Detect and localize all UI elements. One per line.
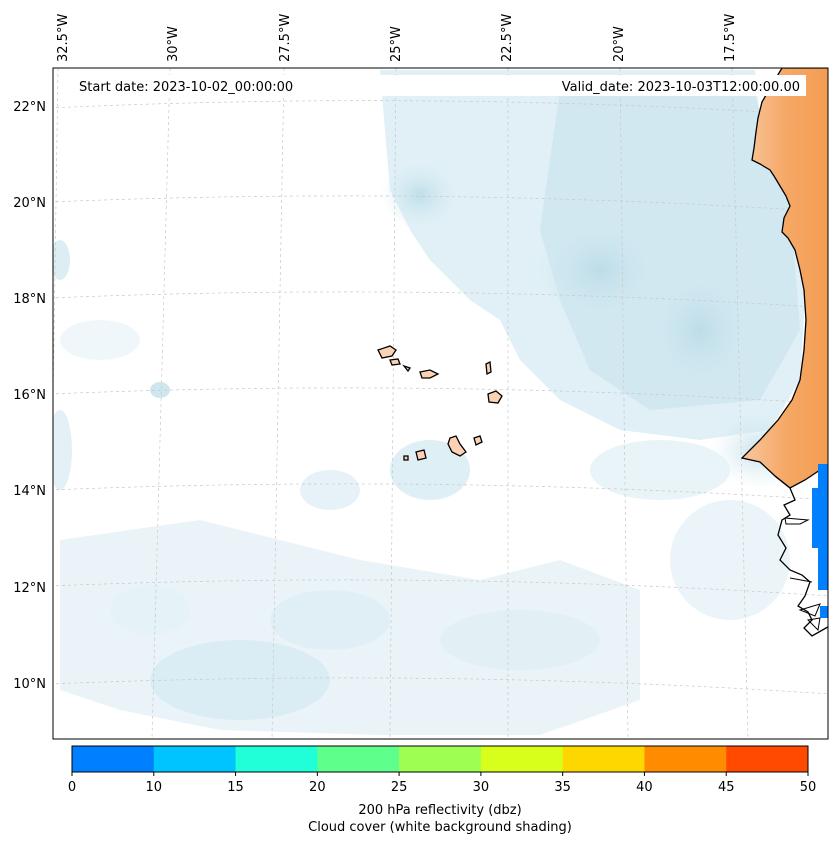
reflectivity-band (820, 606, 828, 618)
lat-label: 20°N (13, 196, 46, 211)
island-santiago (447, 435, 467, 457)
colorbar-swatch (726, 746, 809, 772)
lon-label: 30°W (166, 26, 181, 62)
colorbar-tick-label: 50 (800, 780, 817, 795)
colorbar-swatch (480, 746, 564, 772)
senegal-coast (774, 475, 828, 637)
lat-label: 18°N (13, 292, 46, 307)
cape-verde-islands (377, 345, 503, 461)
valid-date-label: Valid_date: 2023-10-03T12:00:00.00 (562, 80, 800, 95)
colorbar-swatch (72, 746, 155, 772)
island-boa-vista (487, 390, 503, 404)
longitude-labels: 32.5°W 30°W 27.5°W 25°W 22.5°W 20°W 17.5… (56, 14, 738, 62)
bijagos-island (806, 617, 821, 632)
lon-label: 20°W (612, 26, 627, 62)
colorbar-tick-label: 20 (309, 780, 326, 795)
graticule (53, 68, 828, 739)
island-sal (485, 360, 492, 376)
lon-label: 32.5°W (56, 14, 71, 62)
island-fogo (415, 449, 427, 461)
colorbar-swatch (399, 746, 482, 772)
colorbar-tick-label: 15 (227, 780, 244, 795)
island-sao-nicolau (419, 369, 440, 379)
info-box (66, 75, 806, 96)
casamance-river (789, 577, 813, 583)
lat-label: 12°N (13, 581, 46, 596)
colorbar-tick-label: 30 (473, 780, 490, 795)
colorbar-tick-label: 0 (68, 780, 76, 795)
colorbar-swatch (153, 746, 237, 772)
colorbar-sublabel: Cloud cover (white background shading) (308, 820, 572, 835)
latitude-labels: 22°N 20°N 18°N 16°N 14°N 12°N 10°N (13, 100, 46, 692)
colorbar-tick-label: 35 (554, 780, 571, 795)
colorbar-ticks: 0 10 15 20 25 30 35 40 45 50 (68, 772, 816, 795)
colorbar-frame (71, 745, 809, 773)
colorbar-swatches (72, 746, 809, 772)
start-date-label: Start date: 2023-10-02_00:00:00 (79, 80, 293, 95)
island-santo-antao (377, 345, 397, 359)
gambia-river (784, 517, 810, 525)
lon-label: 22.5°W (500, 14, 515, 62)
colorbar-tick-label: 25 (391, 780, 408, 795)
colorbar-swatch (562, 746, 645, 772)
map-frame (52, 67, 829, 740)
island-brava (403, 455, 409, 461)
map-area: Start date: 2023-10-02_00:00:00 Valid_da… (53, 68, 828, 739)
colorbar-label: 200 hPa reflectivity (dbz) (358, 803, 521, 818)
lon-label: 27.5°W (278, 14, 293, 62)
lat-label: 22°N (13, 100, 46, 115)
lat-label: 10°N (13, 677, 46, 692)
island-sao-vicente (389, 358, 401, 366)
colorbar-tick-label: 10 (146, 780, 163, 795)
colorbar-swatch (317, 746, 400, 772)
lon-label: 17.5°W (723, 14, 738, 62)
colorbar-tick-label: 45 (718, 780, 735, 795)
lat-label: 16°N (13, 388, 46, 403)
colorbar: 0 10 15 20 25 30 35 40 45 50 200 hPa reflectivity… (68, 745, 816, 835)
colorbar-swatch (644, 746, 727, 772)
island-maio (473, 435, 483, 446)
lon-label: 25°W (389, 26, 404, 62)
reflectivity-band (818, 464, 828, 590)
lat-label: 14°N (13, 484, 46, 499)
island-santa-luzia (402, 364, 412, 373)
bijagos-island (798, 603, 821, 617)
colorbar-tick-label: 40 (636, 780, 653, 795)
colorbar-swatch (235, 746, 318, 772)
reflectivity-band (812, 488, 822, 548)
